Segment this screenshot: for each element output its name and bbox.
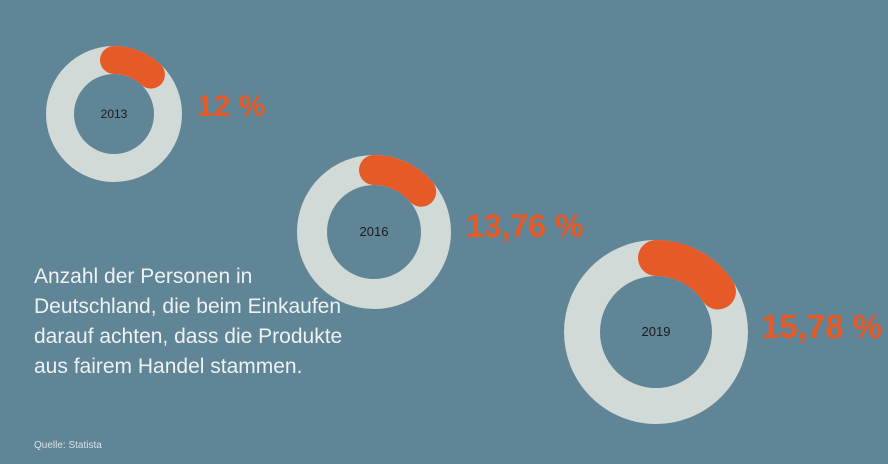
donut-2016: 2016 [297,155,451,309]
donut-2019: 2019 [564,240,748,424]
donut-slice-2019 [638,240,736,310]
donut-slice-2016 [359,155,437,207]
chart-description: Anzahl der Personen in Deutschland, die … [34,265,343,378]
percent-label-2016: 13,76 % [466,208,584,244]
donut-year-label-2019: 2019 [642,324,671,339]
percent-label-2019: 15,78 % [761,308,883,345]
percent-label-2013: 12 % [197,90,266,123]
source-note: Quelle: Statista [34,440,102,451]
donut-year-label-2016: 2016 [360,224,389,239]
donut-slice-2013 [100,46,165,89]
donut-2013: 2013 [46,46,182,182]
donut-year-label-2013: 2013 [101,107,128,121]
